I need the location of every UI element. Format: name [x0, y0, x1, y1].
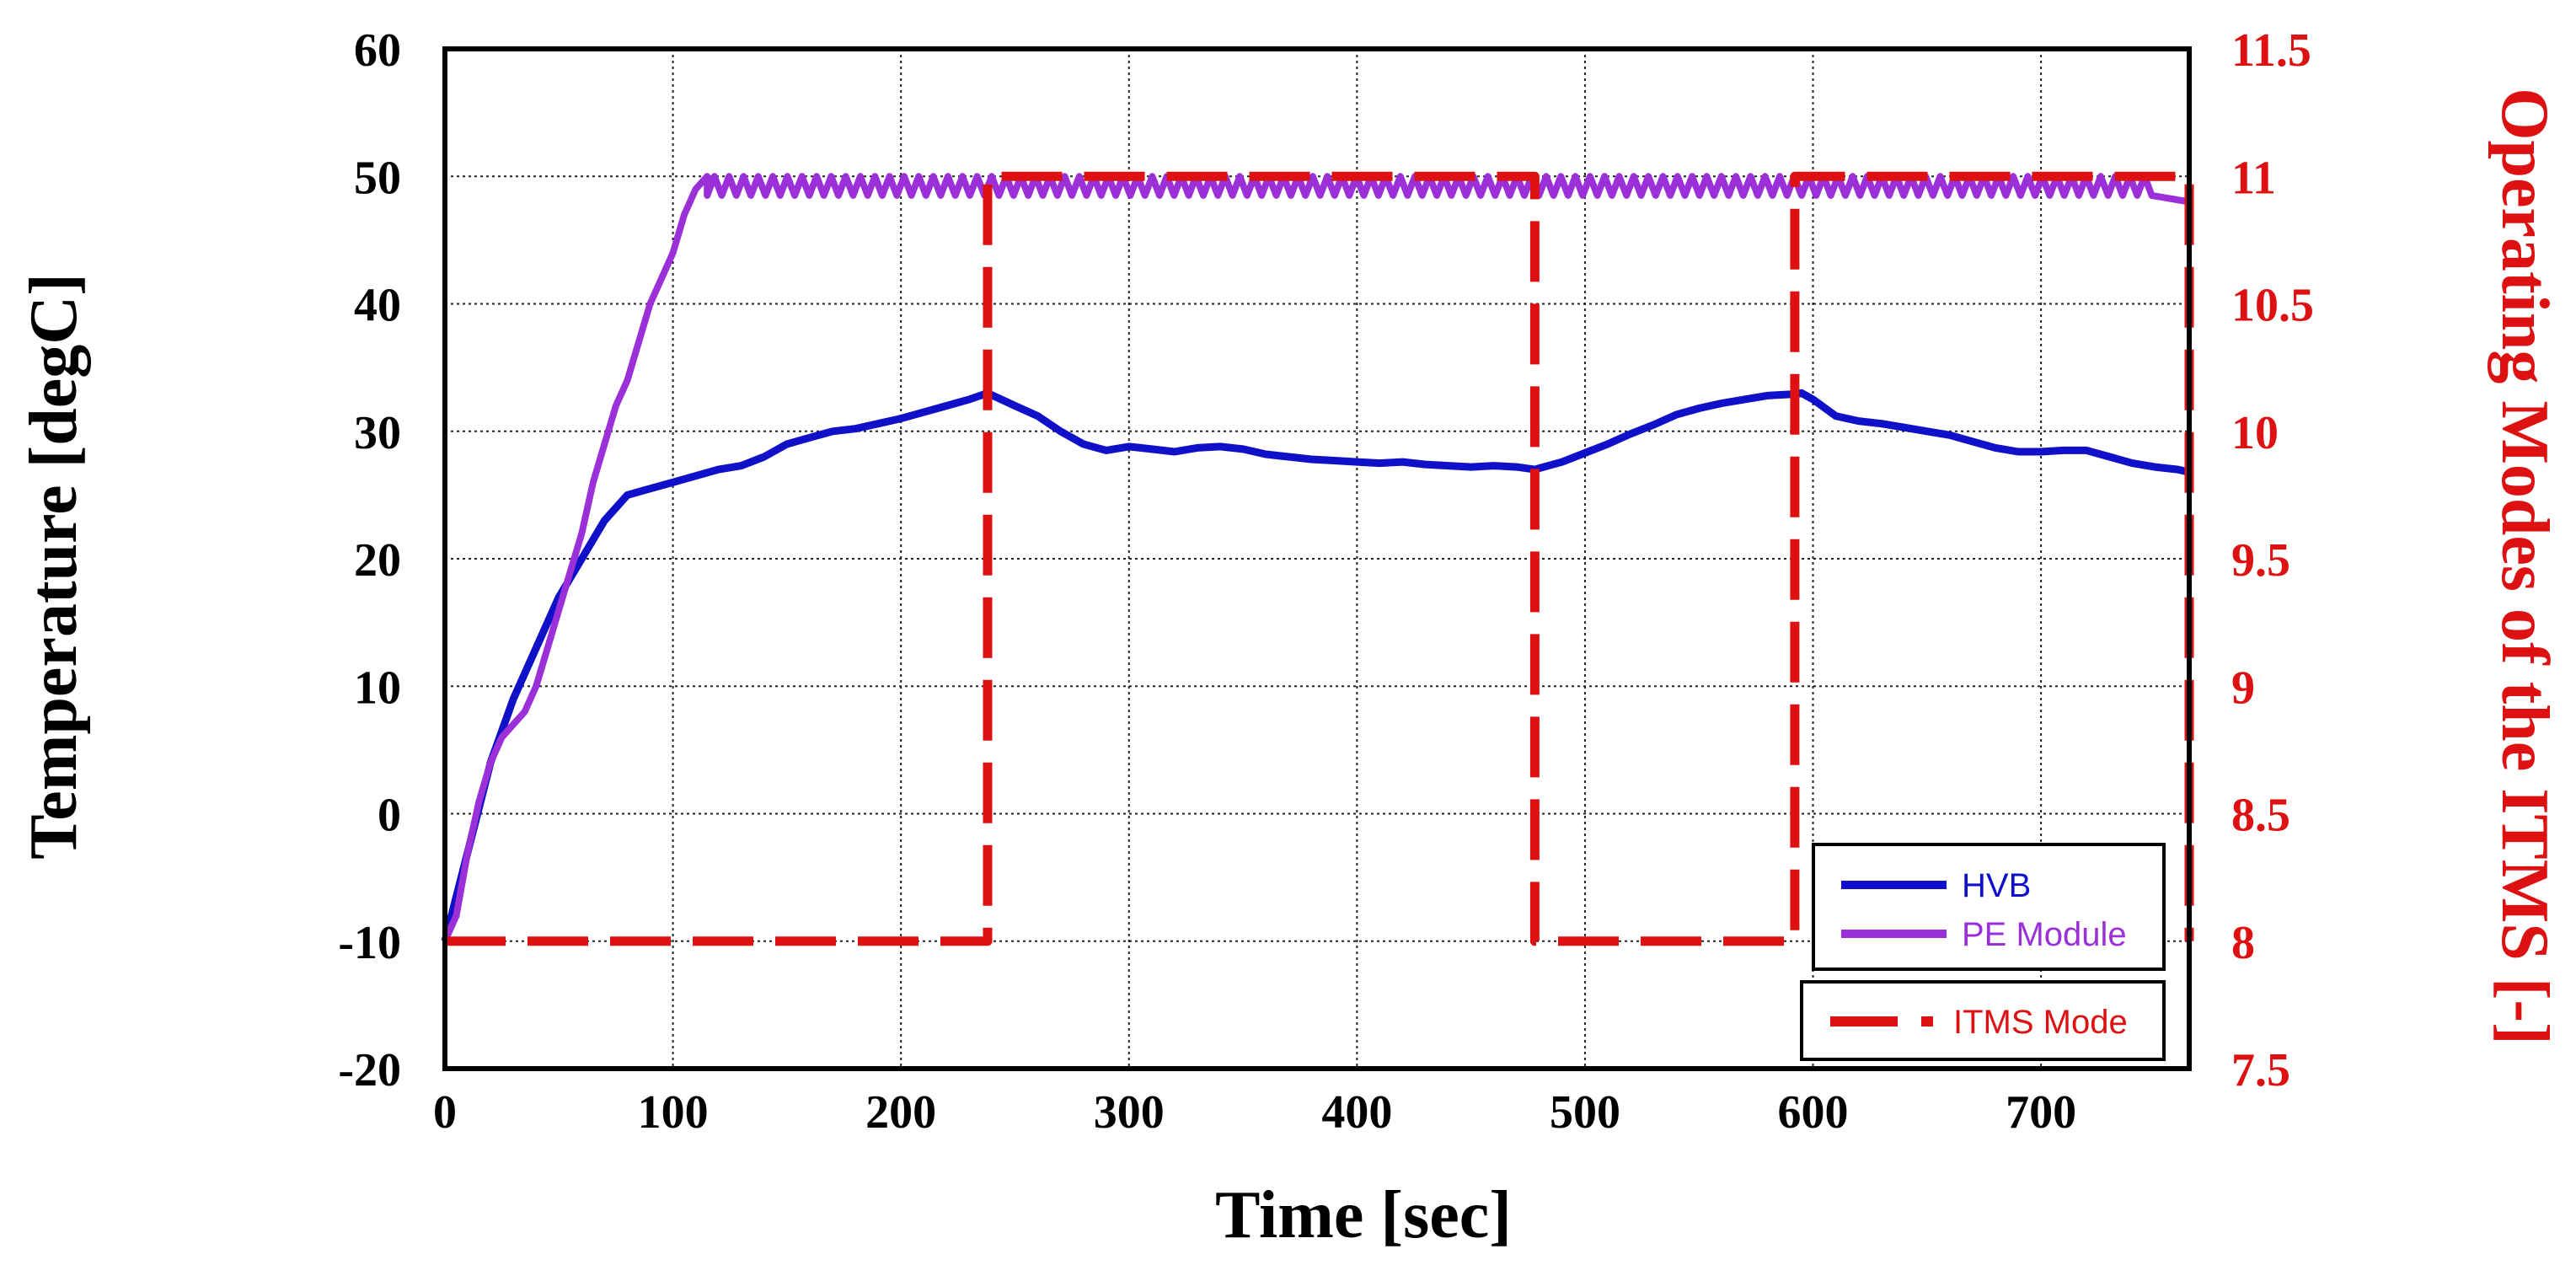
legend-box-lines	[1812, 843, 2166, 971]
y2-tick-label: 9.5	[2231, 534, 2290, 587]
y-tick-label: 60	[354, 24, 401, 77]
legend-pe-label: PE Module	[1962, 916, 2127, 953]
y-tick-label: 20	[354, 534, 401, 587]
x-tick-label: 0	[433, 1086, 457, 1139]
series-line-pe-module	[442, 173, 2190, 943]
x-tick-label: 100	[638, 1086, 709, 1139]
series-layer	[441, 171, 2194, 946]
x-tick-label: 300	[1094, 1086, 1165, 1139]
legend-lines: HVB PE Module	[1812, 843, 2166, 971]
x-tick-label: 700	[2006, 1086, 2076, 1139]
x-tick-label: 600	[1778, 1086, 1849, 1139]
y-tick-labels: -20 -10 0 10 20 30 40 50 60	[338, 24, 401, 1096]
y-tick-label: 30	[354, 407, 401, 459]
legend-hvb-label: HVB	[1962, 867, 2031, 904]
series-line-hvb	[441, 389, 2191, 942]
plot-frame	[442, 46, 2192, 1071]
y-tick-label: 0	[378, 790, 401, 842]
x-axis-title: Time [sec]	[1215, 1178, 1512, 1252]
y2-tick-label: 11	[2231, 152, 2276, 204]
x-tick-labels: 0 100 200 300 400 500 600 700	[433, 1086, 2076, 1139]
legend-itms-label: ITMS Mode	[1953, 1004, 2128, 1041]
y2-tick-label: 8	[2231, 917, 2255, 969]
y-tick-label: -10	[338, 917, 401, 969]
legend-itms: ITMS Mode	[1800, 980, 2166, 1061]
y2-tick-label: 10.5	[2231, 280, 2314, 332]
y-tick-label: 50	[354, 152, 401, 204]
y-tick-label: 10	[354, 662, 401, 714]
y2-tick-label: 9	[2231, 662, 2255, 714]
y2-tick-label: 8.5	[2231, 790, 2290, 842]
y-tick-label: -20	[338, 1044, 401, 1096]
series-line-itms-mode	[445, 171, 2194, 946]
x-tick-label: 200	[865, 1086, 936, 1139]
x-tick-label: 400	[1321, 1086, 1392, 1139]
y2-tick-label: 10	[2231, 407, 2279, 459]
y2-tick-labels: 7.5 8 8.5 9 9.5 10 10.5 11 11.5	[2231, 24, 2314, 1096]
y2-axis-title: Operating Modes of the ITMS [-]	[2488, 88, 2562, 1044]
y-axis-title: Temperature [degC]	[17, 273, 91, 859]
x-tick-label: 500	[1550, 1086, 1620, 1139]
y2-tick-label: 11.5	[2231, 24, 2311, 77]
y2-tick-label: 7.5	[2231, 1044, 2290, 1096]
y-tick-label: 40	[354, 280, 401, 332]
